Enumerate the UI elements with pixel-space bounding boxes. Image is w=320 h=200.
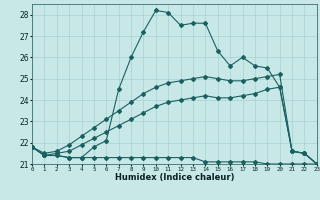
X-axis label: Humidex (Indice chaleur): Humidex (Indice chaleur) bbox=[115, 173, 234, 182]
